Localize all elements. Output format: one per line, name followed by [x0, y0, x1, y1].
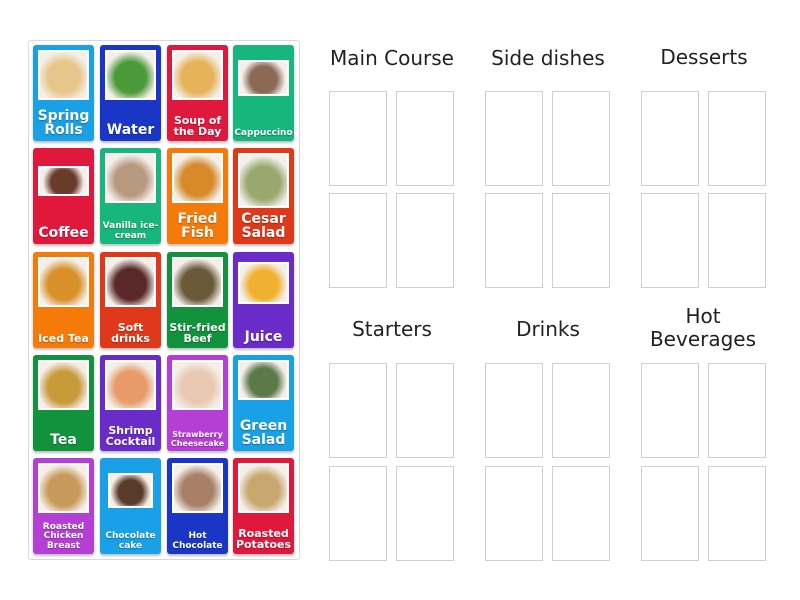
group-title: Hot Beverages: [649, 304, 757, 351]
iced-tea-image: [38, 257, 89, 307]
drop-slot[interactable]: [485, 91, 543, 186]
drop-slot[interactable]: [552, 91, 610, 186]
hot-chocolate-image: [172, 463, 223, 513]
juice-image: [238, 262, 289, 304]
roasted-chicken-image: [38, 463, 89, 513]
drop-slot[interactable]: [485, 363, 543, 458]
card-tea[interactable]: Tea: [33, 355, 94, 451]
card-cesar-salad[interactable]: Cesar Salad: [233, 148, 294, 244]
drop-slot[interactable]: [396, 91, 454, 186]
drop-slot[interactable]: [329, 193, 387, 288]
cappuccino-image: [238, 60, 289, 96]
card-label: Spring Rolls: [37, 107, 90, 139]
drop-slot[interactable]: [329, 466, 387, 561]
card-label: Soft drinks: [111, 320, 150, 346]
soft-drinks-image: [105, 257, 156, 307]
card-green-salad[interactable]: Green Salad: [233, 355, 294, 451]
card-water-bottle[interactable]: Water: [100, 45, 161, 141]
fried-fish-image: [172, 153, 223, 203]
card-label: Roasted Potatoes: [235, 526, 292, 552]
card-roasted-chicken[interactable]: Roasted Chicken Breast: [33, 458, 94, 554]
shrimp-cocktail-image: [105, 360, 156, 410]
card-chocolate-cake[interactable]: Chocolate cake: [100, 458, 161, 554]
card-strawberry-cheesecake[interactable]: Strawberry Cheesecake: [167, 355, 228, 451]
group-title: Desserts: [660, 45, 748, 69]
card-label: Vanilla ice-cream: [102, 221, 159, 241]
card-soup[interactable]: Soup of the Day: [167, 45, 228, 141]
drop-slot[interactable]: [485, 466, 543, 561]
card-fried-fish[interactable]: Fried Fish: [167, 148, 228, 244]
card-soft-drinks[interactable]: Soft drinks: [100, 252, 161, 348]
drop-slot[interactable]: [396, 363, 454, 458]
card-iced-tea[interactable]: Iced Tea: [33, 252, 94, 348]
drop-slot[interactable]: [552, 363, 610, 458]
soup-image: [172, 50, 223, 100]
tea-image: [38, 360, 89, 410]
drop-slot[interactable]: [329, 91, 387, 186]
card-cappuccino[interactable]: Cappuccino: [233, 45, 294, 141]
card-label: Hot Chocolate: [172, 531, 223, 551]
coffee-image: [38, 166, 89, 196]
drop-slot[interactable]: [708, 466, 766, 561]
drop-slot[interactable]: [485, 193, 543, 288]
drop-slot[interactable]: [708, 363, 766, 458]
card-label: Cesar Salad: [241, 210, 286, 242]
green-salad-image: [238, 360, 289, 400]
drop-slot[interactable]: [641, 91, 699, 186]
card-label: Tea: [50, 432, 77, 449]
water-bottle-image: [105, 50, 156, 100]
drop-slot[interactable]: [396, 466, 454, 561]
drop-slot[interactable]: [708, 91, 766, 186]
card-label: Shrimp Cocktail: [105, 423, 156, 449]
strawberry-cheesecake-image: [172, 360, 223, 410]
card-label: Juice: [244, 329, 283, 346]
card-label: Coffee: [38, 225, 89, 242]
stir-fried-beef-image: [172, 257, 223, 307]
group-title: Main Course: [330, 46, 454, 70]
group-title: Drinks: [516, 317, 580, 341]
card-label: Strawberry Cheesecake: [170, 430, 225, 448]
chocolate-cake-image: [108, 473, 153, 508]
card-shrimp-cocktail[interactable]: Shrimp Cocktail: [100, 355, 161, 451]
vanilla-ice-cream-image: [105, 153, 156, 203]
card-roasted-potatoes[interactable]: Roasted Potatoes: [233, 458, 294, 554]
drop-slot[interactable]: [329, 363, 387, 458]
drop-slot[interactable]: [396, 193, 454, 288]
group-title: Starters: [352, 317, 432, 341]
card-label: Cappuccino: [234, 127, 293, 138]
drop-slot[interactable]: [641, 363, 699, 458]
cesar-salad-image: [238, 153, 289, 208]
drop-slot[interactable]: [641, 193, 699, 288]
card-spring-rolls[interactable]: Spring Rolls: [33, 45, 94, 141]
group-title: Side dishes: [491, 46, 605, 70]
drop-slot[interactable]: [552, 193, 610, 288]
card-vanilla-ice-cream[interactable]: Vanilla ice-cream: [100, 148, 161, 244]
drop-slot[interactable]: [641, 466, 699, 561]
roasted-potatoes-image: [238, 463, 289, 513]
card-label: Iced Tea: [38, 332, 89, 346]
card-label: Green Salad: [239, 417, 288, 449]
card-stir-fried-beef[interactable]: Stir-fried Beef: [167, 252, 228, 348]
card-label: Water: [106, 122, 155, 139]
card-label: Fried Fish: [177, 210, 218, 242]
spring-rolls-image: [38, 50, 89, 100]
card-hot-chocolate[interactable]: Hot Chocolate: [167, 458, 228, 554]
card-juice[interactable]: Juice: [233, 252, 294, 348]
drop-slot[interactable]: [552, 466, 610, 561]
card-coffee[interactable]: Coffee: [33, 148, 94, 244]
card-label: Stir-fried Beef: [169, 320, 226, 346]
drop-slot[interactable]: [708, 193, 766, 288]
card-label: Soup of the Day: [173, 113, 222, 139]
card-label: Chocolate cake: [105, 531, 156, 551]
card-label: Roasted Chicken Breast: [42, 521, 85, 551]
